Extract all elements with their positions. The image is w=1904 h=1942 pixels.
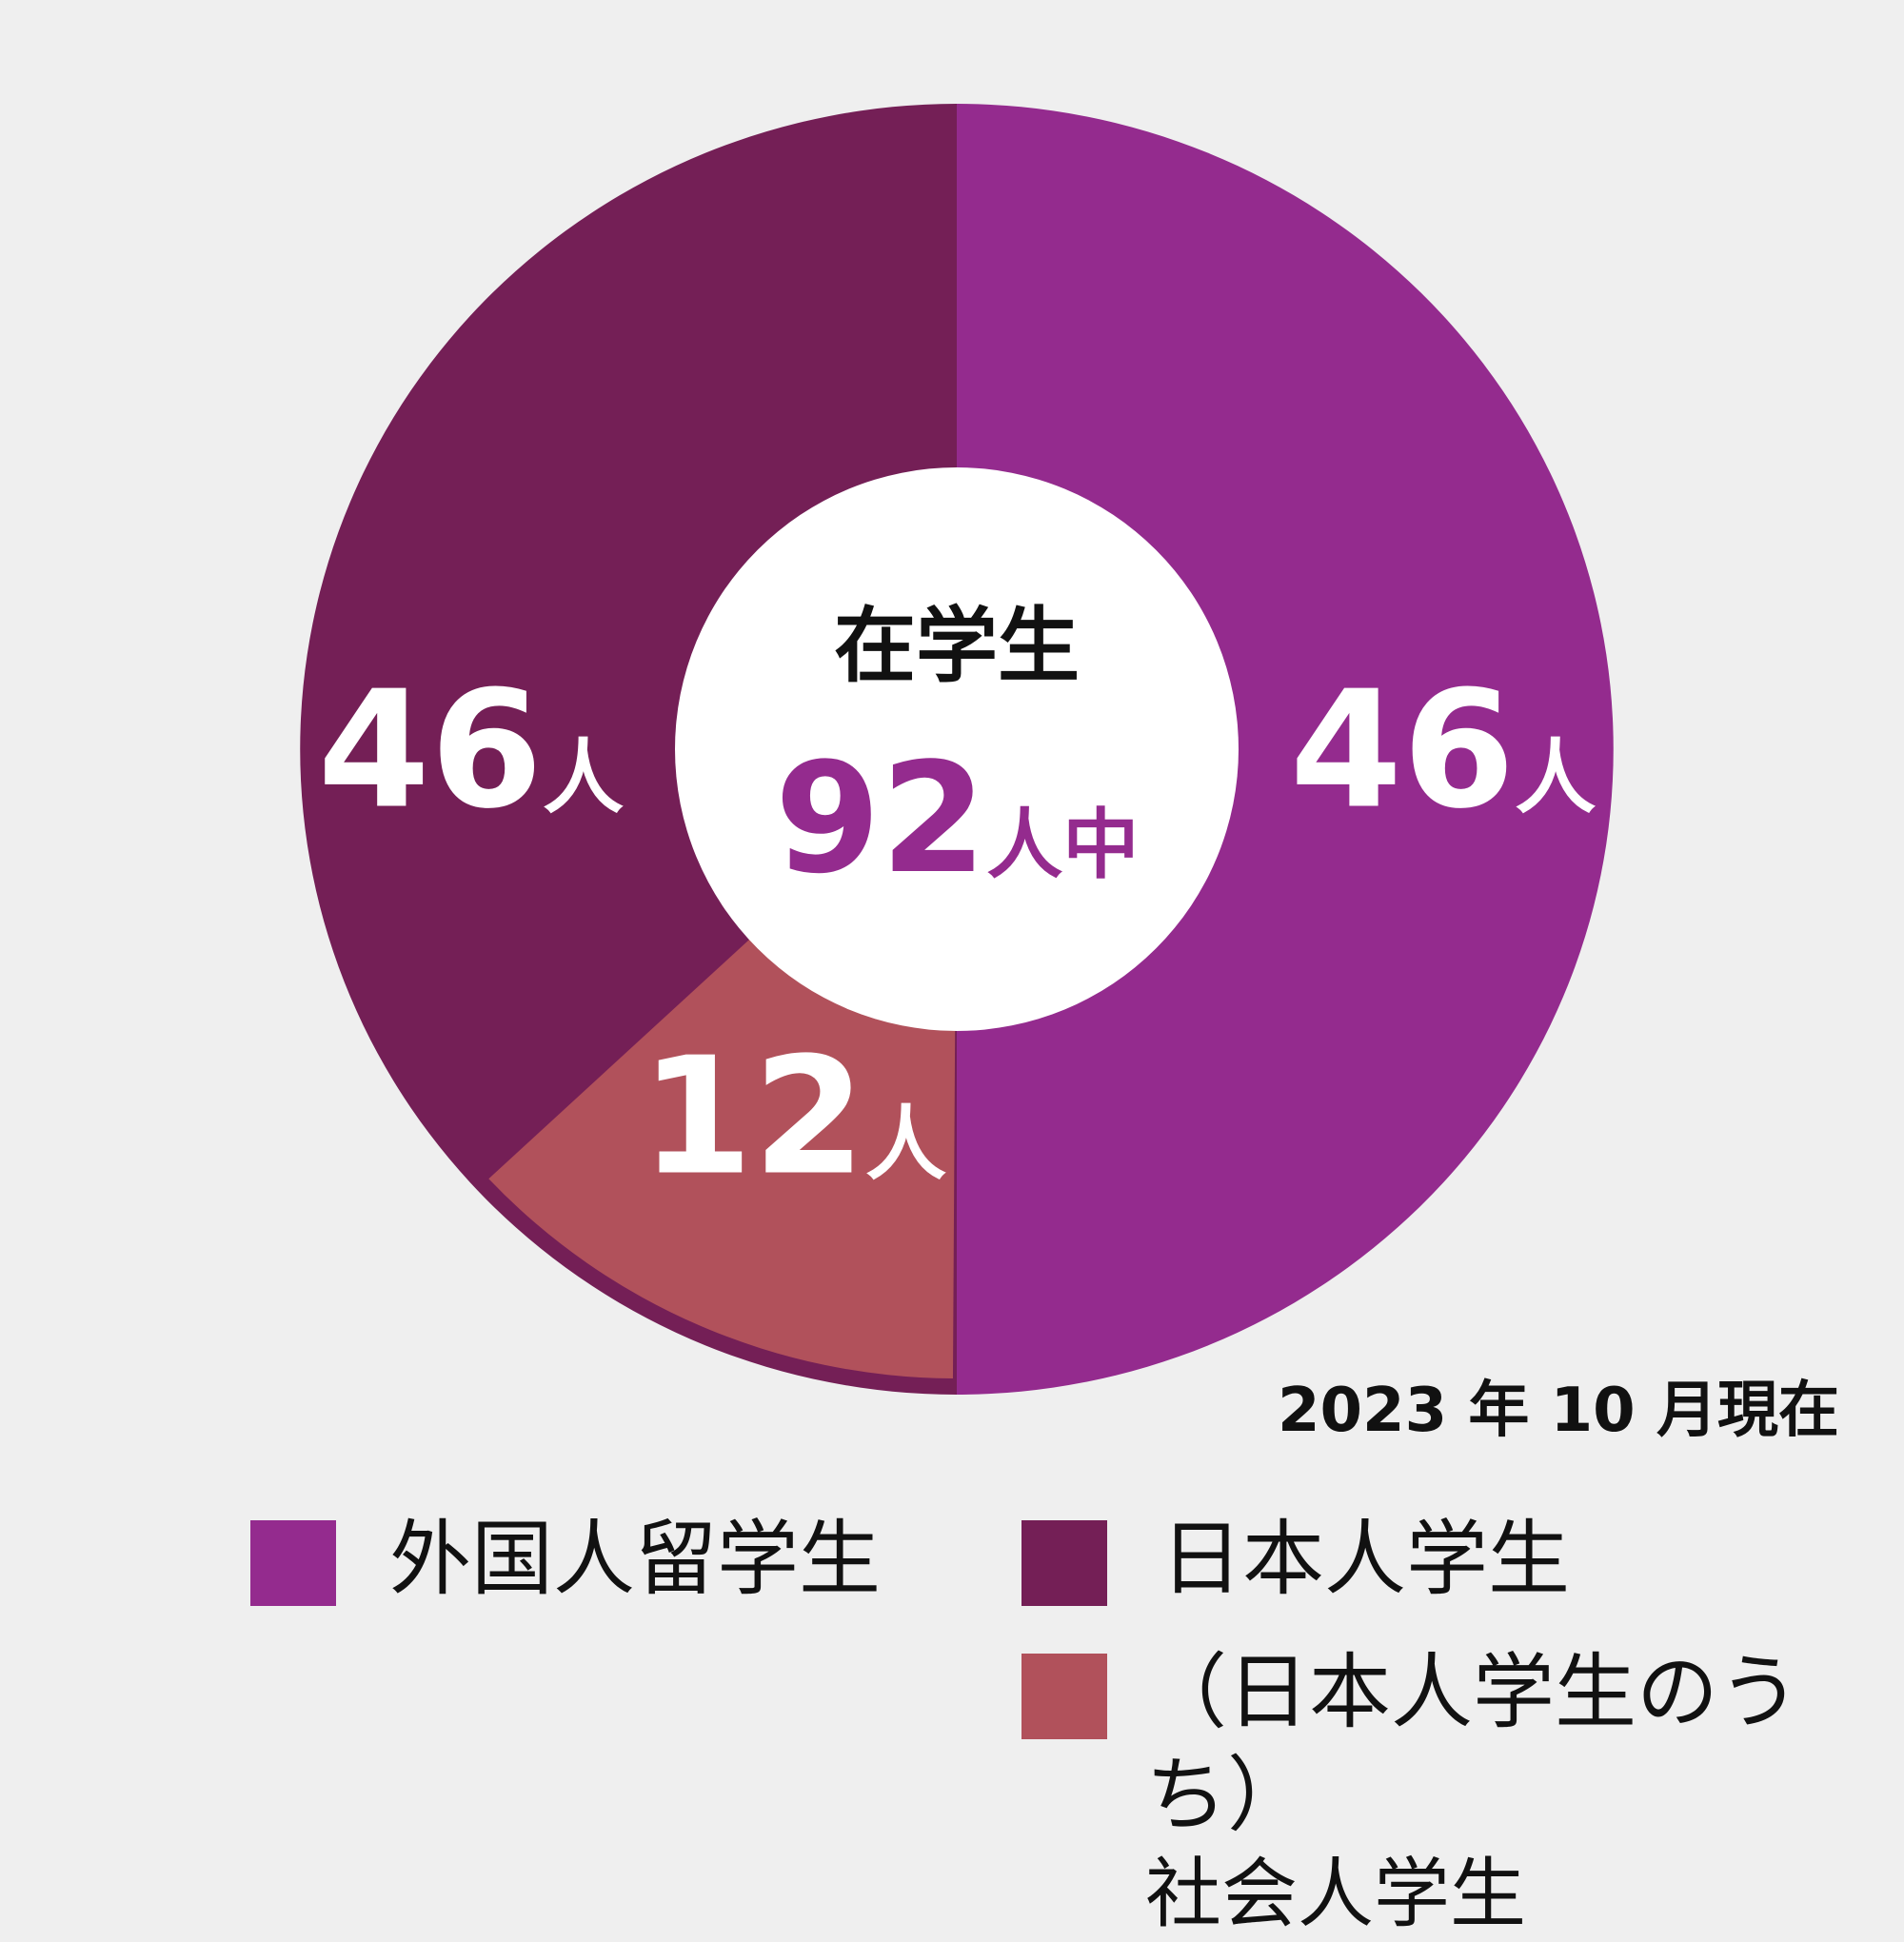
sub-slice-label: 12人: [641, 1023, 947, 1212]
slice-label-0: 46人: [1290, 657, 1597, 845]
center-hole: [675, 467, 1239, 1031]
center-total: 92人中: [775, 729, 1140, 907]
pie-slices: [300, 104, 1614, 1395]
legend-label-line1: （日本人学生のうち）: [1145, 1645, 1800, 1843]
legend-swatch: [1021, 1654, 1107, 1739]
center-total-unit: 人中: [986, 801, 1139, 889]
legend-item-foreign: 外国人留学生: [250, 1512, 881, 1612]
legend-label: 日本人学生: [1160, 1512, 1570, 1607]
legend-swatch: [1021, 1520, 1107, 1606]
center-total-value: 92: [775, 729, 987, 907]
center-title: 在学生: [834, 599, 1080, 694]
date-note: 2023 年 10 月現在: [1277, 1376, 1839, 1446]
legend-label: （日本人学生のうち） 社会人学生: [1145, 1642, 1904, 1942]
legend-label-line2: 社会人学生: [1145, 1850, 1526, 1938]
legend-label: 外国人留学生: [389, 1512, 881, 1607]
pie-slice-0: [957, 104, 1614, 1395]
legend-item-japanese: 日本人学生: [1021, 1512, 1570, 1612]
slice-label-1: 46人: [318, 657, 625, 845]
legend-item-working-adult: （日本人学生のうち） 社会人学生: [1021, 1645, 1904, 1942]
legend-swatch: [250, 1520, 336, 1606]
